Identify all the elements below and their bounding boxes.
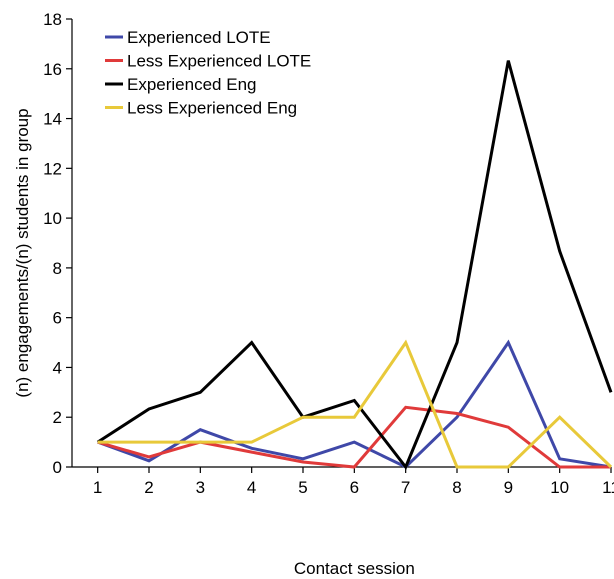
y-axis: 0 2 4 6 8 10 12 14 16 18 <box>43 10 73 477</box>
legend-label: Experienced LOTE <box>127 28 271 47</box>
y-tick-label: 8 <box>53 259 62 278</box>
x-tick-label: 3 <box>196 478 205 497</box>
x-tick-label: 9 <box>504 478 513 497</box>
x-tick-label: 6 <box>350 478 359 497</box>
y-tick-label: 6 <box>53 309 62 328</box>
legend-label: Experienced Eng <box>127 75 256 94</box>
y-tick-label: 14 <box>43 110 62 129</box>
x-tick-label: 4 <box>247 478 256 497</box>
legend-label: Less Experienced Eng <box>127 99 297 118</box>
series-lines <box>96 60 613 470</box>
y-tick-label: 0 <box>53 458 62 477</box>
x-axis-title: Contact session <box>294 559 415 578</box>
x-tick-label: 2 <box>144 478 153 497</box>
x-tick-label: 1 <box>93 478 102 497</box>
y-tick-label: 10 <box>43 209 62 228</box>
x-tick-label: 8 <box>452 478 461 497</box>
y-tick-label: 18 <box>43 10 62 29</box>
legend: Experienced LOTE Less Experienced LOTE Exp… <box>105 28 311 118</box>
x-tick-label: 5 <box>298 478 307 497</box>
x-axis: 1 2 3 4 5 6 7 8 9 10 11 <box>72 466 614 497</box>
series-line-2 <box>97 405 611 469</box>
y-tick-label: 2 <box>53 408 62 427</box>
y-tick-label: 4 <box>53 358 62 377</box>
series-line-3 <box>96 60 613 470</box>
legend-label: Less Experienced LOTE <box>127 52 311 71</box>
y-axis-title: (n) engagements/(n) students in group <box>13 108 32 397</box>
x-tick-label: 11 <box>602 478 614 497</box>
series-line-4 <box>97 339 613 469</box>
y-tick-label: 12 <box>43 159 62 178</box>
y-tick-label: 16 <box>43 60 62 79</box>
x-tick-label: 10 <box>550 478 569 497</box>
series-line-1 <box>97 339 612 469</box>
x-tick-label: 7 <box>401 478 410 497</box>
